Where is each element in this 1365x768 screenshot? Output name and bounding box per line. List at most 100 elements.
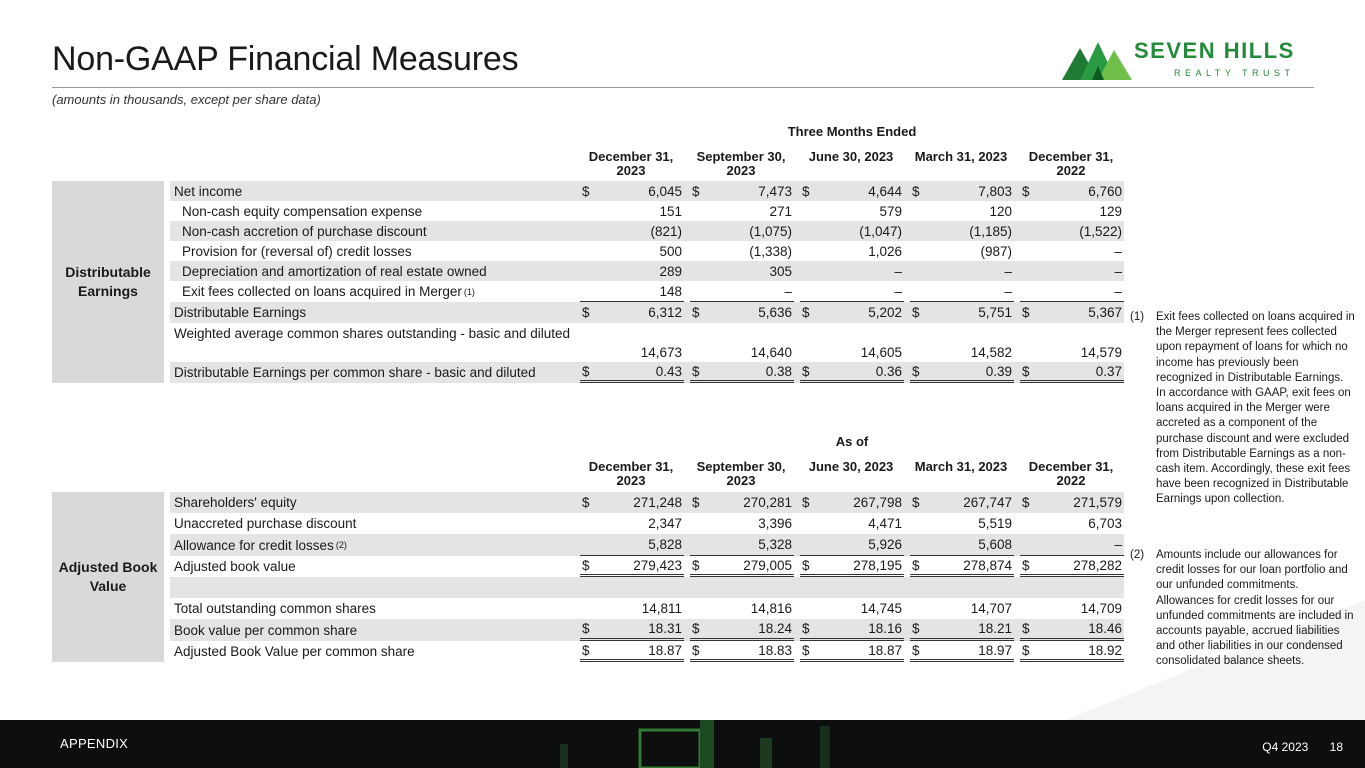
currency-symbol: $	[912, 363, 920, 379]
table-cell: 5,519	[910, 513, 1014, 534]
table-row: Non-cash accretion of purchase discount (…	[170, 221, 1124, 241]
table-cell	[580, 577, 684, 598]
page-subtitle: (amounts in thousands, except per share …	[52, 92, 321, 107]
cell-value: 129	[1099, 203, 1122, 219]
cell-value: (1,075)	[749, 223, 792, 239]
footer-quarter: Q4 2023	[1262, 740, 1309, 754]
row-label-text: Weighted average common shares outstandi…	[174, 326, 570, 341]
column-header: December 31, 2023	[588, 459, 674, 488]
currency-symbol: $	[802, 183, 810, 199]
cell-value: 5,328	[758, 537, 792, 552]
cell-value: –	[1004, 263, 1012, 279]
row-label: Unaccreted purchase discount	[174, 513, 356, 534]
table-cell: 271	[690, 201, 794, 221]
row-label-text: Distributable Earnings	[174, 305, 307, 320]
cell-value: –	[1114, 243, 1122, 259]
cell-value: 6,760	[1088, 183, 1122, 199]
table-cell: $0.38	[690, 362, 794, 383]
cell-value: 7,803	[978, 183, 1012, 199]
table-row: Adjusted book value $279,423 $279,005 $278,…	[170, 556, 1124, 577]
cell-value: 14,673	[640, 345, 682, 360]
table-cell: (1,185)	[910, 221, 1014, 241]
row-label: Book value per common share	[174, 619, 357, 641]
table-row: Adjusted Book Value per common share $18.…	[170, 641, 1124, 662]
cell-value: 500	[659, 243, 682, 259]
currency-symbol: $	[692, 642, 700, 658]
table-cell: 5,328	[690, 534, 794, 556]
table-cell: $7,803	[910, 181, 1014, 201]
cell-value: 0.38	[765, 363, 792, 379]
row-label: Weighted average common shares outstandi…	[174, 323, 574, 362]
table-cell: 14,605	[800, 323, 904, 362]
cell-value: 14,707	[970, 601, 1012, 616]
table-cell: $18.24	[690, 619, 794, 641]
row-label-text: Total outstanding common shares	[174, 601, 376, 616]
cell-value: 18.97	[978, 642, 1012, 658]
title-divider	[52, 87, 1314, 88]
cell-value: 0.43	[655, 363, 682, 379]
table-row: Exit fees collected on loans acquired in…	[170, 281, 1124, 302]
currency-symbol: $	[802, 495, 810, 510]
currency-symbol: $	[1022, 642, 1030, 658]
table-cell: $0.37	[1020, 362, 1124, 383]
currency-symbol: $	[1022, 363, 1030, 379]
cell-value: –	[1114, 283, 1122, 299]
cell-value: 289	[659, 263, 682, 279]
currency-symbol: $	[582, 642, 590, 658]
currency-symbol: $	[692, 557, 700, 573]
cell-value: 14,579	[1080, 345, 1122, 360]
currency-symbol: $	[582, 305, 590, 320]
table-row: Net income $6,045 $7,473 $4,644 $7,803 $6,760	[170, 181, 1124, 201]
currency-symbol: $	[1022, 495, 1030, 510]
table-cell: $18.21	[910, 619, 1014, 641]
row-label: Provision for (reversal of) credit losse…	[182, 241, 412, 261]
table-cell: $18.83	[690, 641, 794, 662]
cell-value: –	[894, 263, 902, 279]
cell-value: (1,522)	[1079, 223, 1122, 239]
row-label-text: Provision for (reversal of) credit losse…	[182, 243, 412, 259]
table-cell: 14,673	[580, 323, 684, 362]
cell-value: 279,005	[743, 557, 792, 573]
table-cell: $267,747	[910, 492, 1014, 513]
column-header: September 30, 2023	[696, 459, 786, 488]
row-label: Total outstanding common shares	[174, 598, 376, 619]
footer-bar: APPENDIX Q4 2023 18	[0, 720, 1365, 768]
row-label: Non-cash accretion of purchase discount	[182, 221, 427, 241]
logo-name: SEVEN HILLS	[1134, 38, 1295, 63]
table-cell: –	[910, 261, 1014, 281]
table-cell: (1,338)	[690, 241, 794, 261]
currency-symbol: $	[692, 305, 700, 320]
cell-value: 271,248	[633, 495, 682, 510]
cell-value: 18.31	[648, 621, 682, 636]
footer-section-label: APPENDIX	[60, 736, 129, 751]
cell-value: 14,582	[970, 345, 1012, 360]
row-label: Net income	[174, 181, 242, 201]
row-label-text: Distributable Earnings per common share …	[174, 365, 536, 380]
currency-symbol: $	[692, 621, 700, 636]
table-cell: –	[910, 281, 1014, 302]
table-cell: $18.92	[1020, 641, 1124, 662]
table-cell: 5,926	[800, 534, 904, 556]
row-label-text: Shareholders' equity	[174, 495, 297, 510]
company-logo: SEVEN HILLS REALTY TRUST	[1062, 38, 1322, 82]
table-cell: –	[1020, 241, 1124, 261]
cell-value: 267,798	[853, 495, 902, 510]
cell-value: 271	[769, 203, 792, 219]
cell-value: 305	[769, 263, 792, 279]
table-cell: 305	[690, 261, 794, 281]
footnote-1: (1) Exit fees collected on loans acquire…	[1130, 310, 1356, 508]
section-label: Distributable Earnings	[52, 181, 164, 383]
cell-value: (1,047)	[859, 223, 902, 239]
cell-value: 151	[659, 203, 682, 219]
table-row	[170, 577, 1124, 598]
cell-value: 7,473	[758, 183, 792, 199]
cell-value: 279,423	[633, 557, 682, 573]
cell-value: 278,874	[963, 557, 1012, 573]
cell-value: 14,745	[860, 601, 902, 616]
table-cell: 6,703	[1020, 513, 1124, 534]
table-cell: 2,347	[580, 513, 684, 534]
cell-value: 6,045	[648, 183, 682, 199]
row-label: Depreciation and amortization of real es…	[182, 261, 487, 281]
currency-symbol: $	[692, 183, 700, 199]
column-header: June 30, 2023	[808, 149, 894, 164]
